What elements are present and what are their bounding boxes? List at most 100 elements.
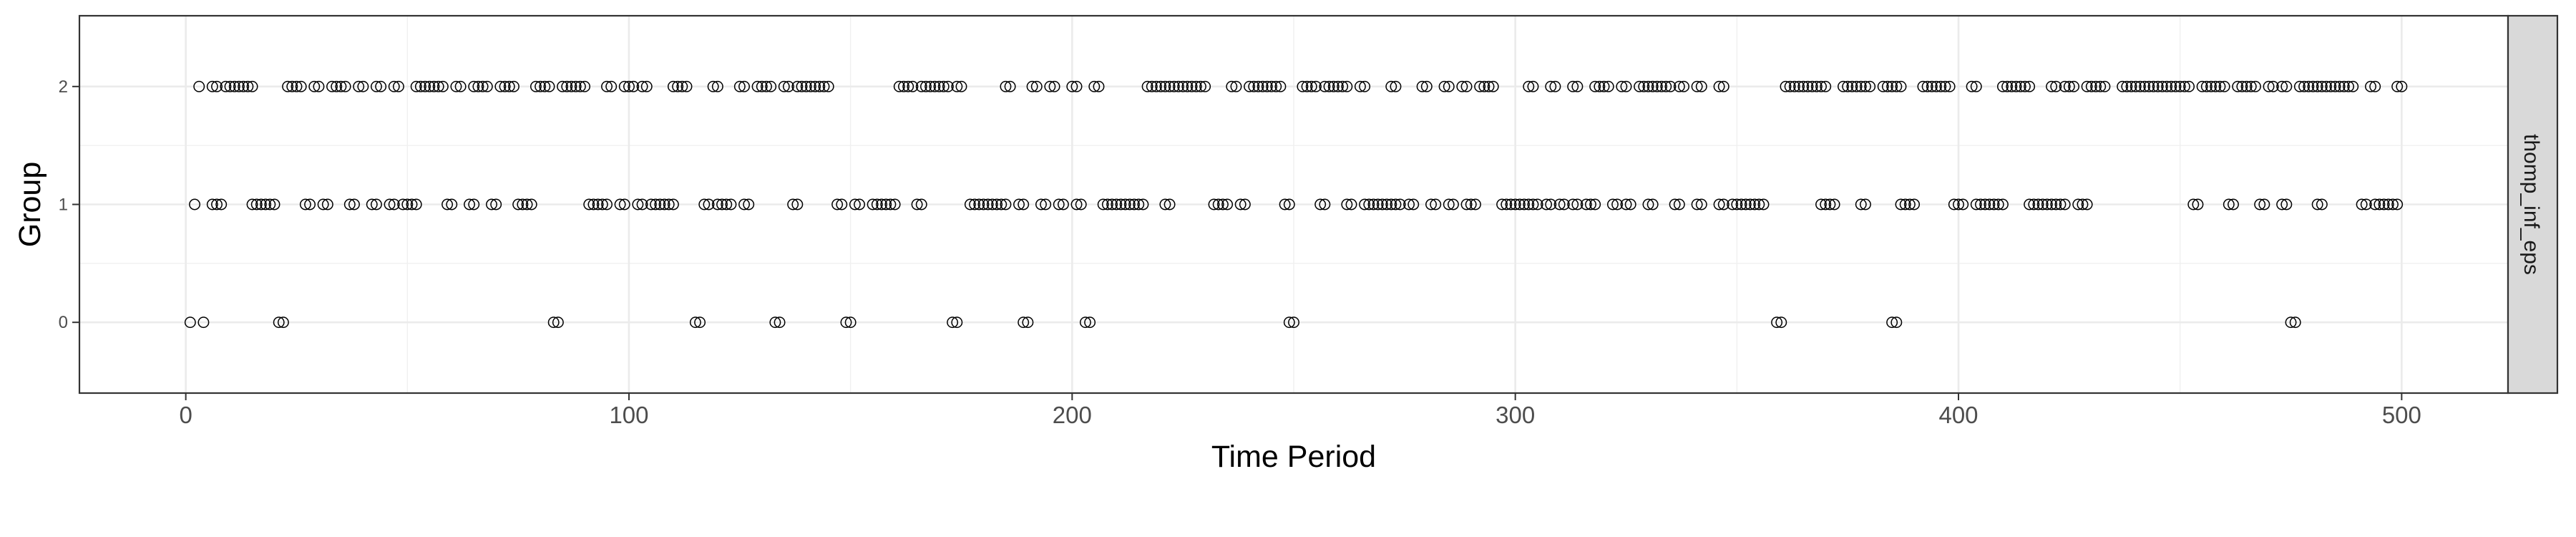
- data-point: [1487, 80, 1499, 92]
- data-point: [1860, 198, 1871, 211]
- data-point: [2143, 80, 2155, 92]
- data-point: [1624, 198, 1636, 211]
- data-point: [375, 80, 387, 92]
- data-point: [1159, 80, 1171, 92]
- data-point: [2311, 80, 2323, 92]
- data-point: [1359, 198, 1371, 211]
- data-point: [1890, 80, 1903, 92]
- data-point: [1465, 198, 1477, 211]
- data-point: [211, 198, 223, 211]
- data-point: [2298, 80, 2311, 92]
- data-point: [2050, 198, 2062, 211]
- data-point: [1691, 80, 1703, 92]
- data-point: [1780, 80, 1792, 92]
- data-point: [964, 198, 976, 211]
- data-point: [1886, 316, 1898, 329]
- data-point: [1988, 198, 2000, 211]
- data-point: [1252, 80, 1264, 92]
- data-point: [2369, 80, 2381, 92]
- data-point: [1354, 80, 1366, 92]
- data-point: [605, 80, 618, 92]
- data-point: [1820, 80, 1832, 92]
- data-point: [1332, 80, 1344, 92]
- data-point: [2165, 80, 2177, 92]
- data-point: [907, 80, 919, 92]
- data-point: [1274, 80, 1287, 92]
- data-point: [1970, 80, 1982, 92]
- data-point: [796, 80, 808, 92]
- data-point: [2006, 80, 2018, 92]
- data-point: [2125, 80, 2137, 92]
- data-point: [454, 80, 467, 92]
- data-point: [1000, 80, 1012, 92]
- data-point: [2099, 80, 2111, 92]
- data-point: [561, 80, 573, 92]
- data-point: [1097, 198, 1109, 211]
- data-point: [1606, 198, 1619, 211]
- data-point: [1523, 80, 1535, 92]
- data-point: [1890, 316, 1903, 329]
- y-axis: 0 1 2: [59, 77, 79, 332]
- data-point: [477, 80, 489, 92]
- data-point: [2187, 198, 2200, 211]
- data-point: [1580, 198, 1592, 211]
- data-point: [1620, 80, 1632, 92]
- data-point: [2090, 80, 2102, 92]
- data-point: [1881, 80, 1893, 92]
- data-point: [517, 198, 529, 211]
- data-point: [2063, 80, 2075, 92]
- data-point: [419, 80, 431, 92]
- data-point: [791, 80, 804, 92]
- data-point: [663, 198, 675, 211]
- data-point: [1190, 80, 1202, 92]
- data-point: [503, 80, 515, 92]
- data-point: [2263, 80, 2275, 92]
- data-point: [849, 198, 861, 211]
- data-point: [1935, 80, 1947, 92]
- data-point: [2365, 80, 2376, 92]
- data-point: [246, 80, 258, 92]
- data-point: [933, 80, 945, 92]
- data-point: [392, 80, 404, 92]
- data-point: [756, 80, 768, 92]
- data-point: [2028, 198, 2040, 211]
- data-point: [1850, 80, 1863, 92]
- data-point: [676, 80, 688, 92]
- data-point: [206, 80, 218, 92]
- data-point: [1305, 80, 1317, 92]
- data-point: [1288, 316, 1299, 329]
- data-point: [1527, 198, 1539, 211]
- data-point: [579, 80, 591, 92]
- data-point: [1070, 80, 1083, 92]
- data-point: [884, 198, 897, 211]
- data-point: [1270, 80, 1282, 92]
- y-tick-label: 2: [59, 77, 68, 97]
- data-point: [1810, 80, 1823, 92]
- data-point: [326, 80, 338, 92]
- data-point: [1018, 316, 1030, 329]
- data-point: [707, 80, 719, 92]
- data-point: [1230, 80, 1242, 92]
- data-point: [1939, 80, 1951, 92]
- data-point: [321, 198, 333, 211]
- data-point: [1093, 80, 1105, 92]
- data-point: [2321, 80, 2333, 92]
- data-point: [640, 80, 653, 92]
- data-point: [1545, 80, 1557, 92]
- y-tick-label: 0: [59, 313, 68, 332]
- data-point: [1558, 198, 1570, 211]
- data-point: [246, 198, 258, 211]
- data-point: [1753, 198, 1765, 211]
- data-point: [1474, 80, 1486, 92]
- data-point: [1505, 198, 1517, 211]
- data-point: [1088, 80, 1101, 92]
- data-point: [587, 198, 600, 211]
- data-point: [512, 198, 525, 211]
- data-point: [592, 198, 604, 211]
- data-point: [388, 198, 400, 211]
- data-point: [650, 198, 662, 211]
- data-point: [1877, 80, 1889, 92]
- data-point: [1673, 80, 1685, 92]
- data-point: [1044, 80, 1056, 92]
- data-point: [1975, 198, 1986, 211]
